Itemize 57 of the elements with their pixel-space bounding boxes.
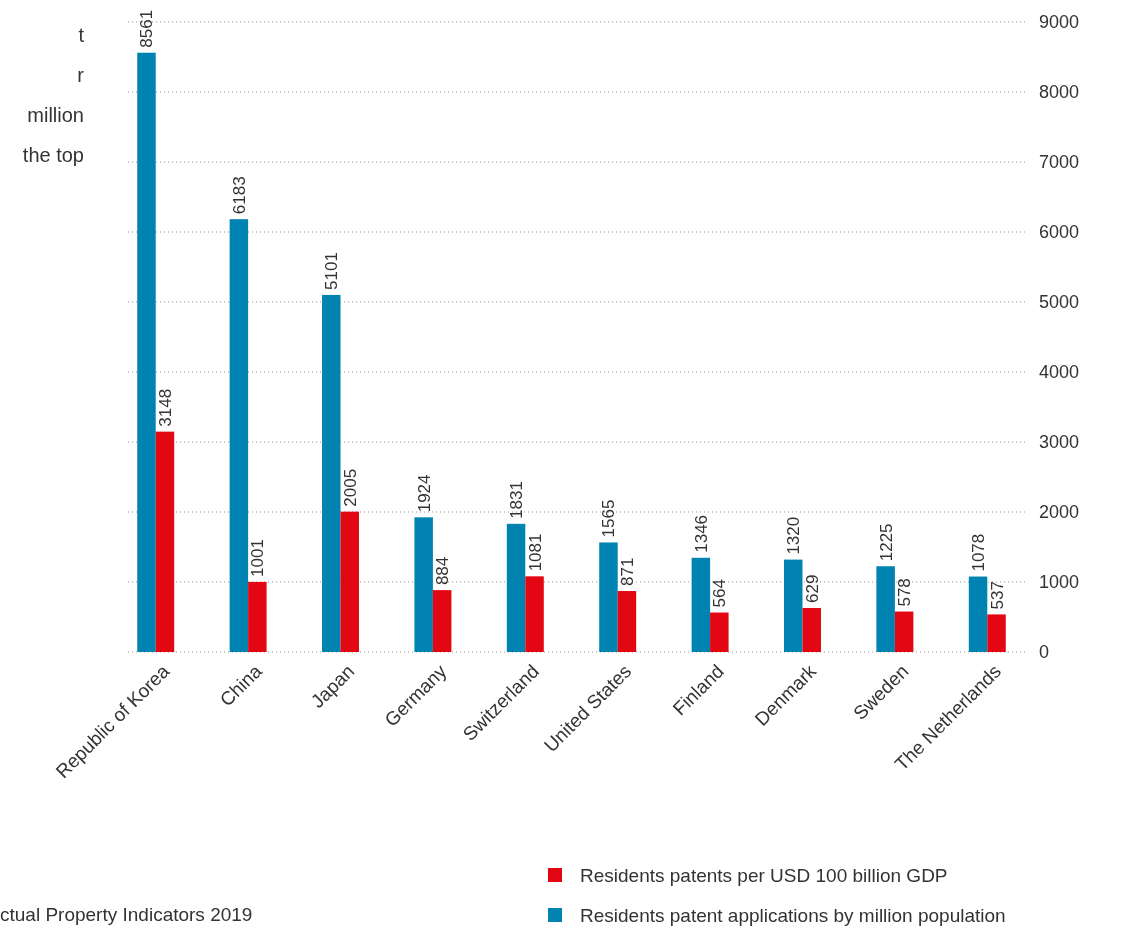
y-tick-label: 7000 bbox=[1039, 152, 1080, 173]
y-tick-label: 5000 bbox=[1039, 292, 1080, 313]
bar bbox=[506, 523, 526, 652]
data-label: 8561 bbox=[137, 9, 157, 48]
bar bbox=[414, 517, 433, 652]
data-label: 884 bbox=[433, 556, 453, 586]
data-label: 871 bbox=[617, 557, 637, 587]
data-label: 1320 bbox=[784, 516, 804, 555]
y-tick-label: 2000 bbox=[1039, 502, 1080, 523]
data-label: 1565 bbox=[599, 499, 619, 538]
y-tick-label: 4000 bbox=[1039, 362, 1080, 383]
bar bbox=[968, 576, 988, 652]
text: t bbox=[78, 24, 85, 46]
y-tick-label: 8000 bbox=[1039, 82, 1080, 103]
y-tick-label: 1000 bbox=[1039, 572, 1080, 593]
bar bbox=[340, 511, 359, 652]
bar bbox=[155, 431, 175, 652]
y-tick-label: 3000 bbox=[1039, 432, 1080, 453]
bar bbox=[876, 566, 895, 652]
data-label: 1225 bbox=[876, 523, 896, 562]
text: million bbox=[21, 104, 84, 126]
y-tick-label: 6000 bbox=[1039, 222, 1080, 243]
data-label: 1346 bbox=[691, 514, 711, 553]
bar bbox=[248, 581, 267, 652]
bar bbox=[599, 542, 618, 652]
text: ctual Property Indicators 2019 bbox=[0, 904, 253, 925]
y-tick-label: 0 bbox=[1039, 642, 1050, 663]
bar bbox=[802, 607, 821, 652]
data-label: 2005 bbox=[340, 468, 360, 507]
data-label: 1078 bbox=[969, 533, 989, 572]
text: the top bbox=[22, 144, 84, 166]
bar bbox=[691, 557, 711, 652]
bar bbox=[784, 559, 803, 652]
bar bbox=[229, 219, 249, 652]
legend-label: Residents patent applications by million population bbox=[580, 905, 1006, 926]
text: r bbox=[77, 64, 85, 86]
bar bbox=[987, 614, 1006, 652]
data-label: 578 bbox=[895, 578, 915, 607]
data-label: 564 bbox=[710, 579, 730, 608]
data-label: 629 bbox=[802, 574, 822, 603]
bar bbox=[322, 294, 341, 652]
data-label: 537 bbox=[987, 581, 1007, 610]
data-label: 5101 bbox=[322, 252, 342, 290]
legend-label: Residents patents per USD 100 billion GDP bbox=[580, 865, 948, 886]
bar bbox=[525, 576, 544, 652]
data-label: 6183 bbox=[229, 176, 249, 215]
data-label: 3148 bbox=[155, 388, 175, 427]
data-label: 1924 bbox=[414, 474, 434, 513]
bar bbox=[432, 590, 452, 652]
data-label: 1081 bbox=[525, 533, 545, 572]
data-label: 1001 bbox=[248, 539, 268, 577]
bar bbox=[137, 52, 156, 652]
data-label: 1831 bbox=[507, 481, 527, 519]
bar bbox=[894, 611, 914, 652]
bar bbox=[710, 612, 729, 652]
bar bbox=[617, 591, 637, 652]
y-tick-label: 9000 bbox=[1039, 12, 1080, 33]
